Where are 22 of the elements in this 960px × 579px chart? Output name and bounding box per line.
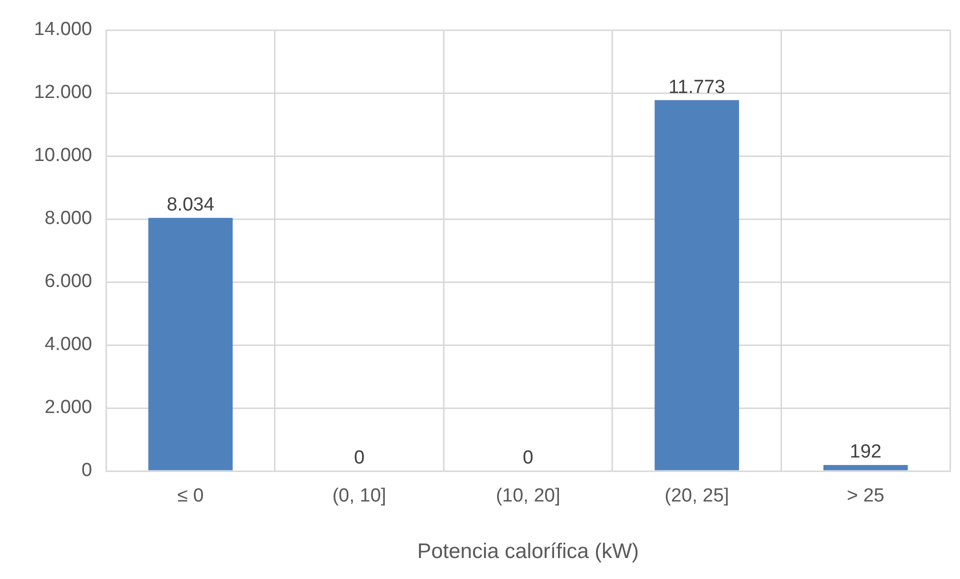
x-tick-label: ≤ 0 [177,486,204,507]
x-tick-label: (0, 10] [332,486,386,507]
bar [148,218,233,470]
x-tick-label: (20, 25] [664,486,730,507]
x-tick-label: (10, 20] [496,486,560,507]
bar [823,464,908,470]
data-label: 0 [354,448,365,469]
data-label: 8.034 [166,194,215,216]
y-tick-label: 6.000 [44,271,92,292]
y-tick-label: 10.000 [34,145,92,166]
data-label: 0 [522,448,534,469]
y-tick-label: 4.000 [44,334,92,356]
x-tick-label: > 25 [846,486,884,507]
y-tick-label: 14.000 [34,19,92,40]
bar [654,100,740,470]
y-tick-label: 12.000 [34,82,92,104]
data-label: 192 [850,442,882,463]
data-label: 11.773 [668,76,726,98]
y-tick-label: 2.000 [44,397,92,418]
y-tick-label: 8.000 [44,208,92,230]
x-axis-title: Potencia calorífica (kW) [417,540,639,564]
y-tick-label: 0 [82,460,92,482]
